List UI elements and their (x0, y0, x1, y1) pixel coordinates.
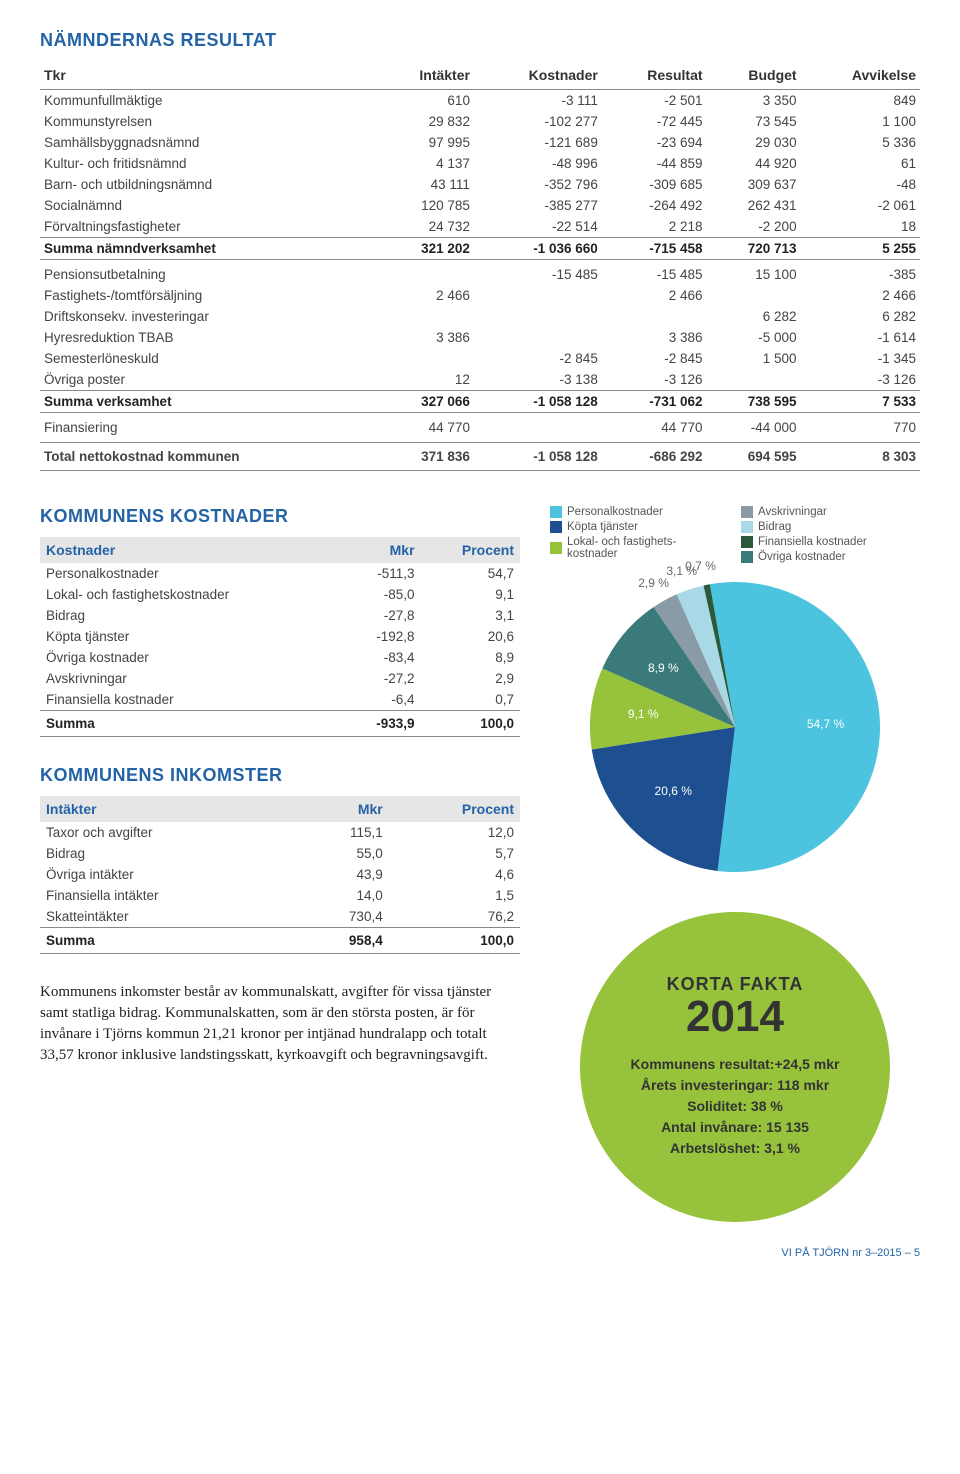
table-header: Tkr (40, 61, 377, 90)
table-row: Driftskonsekv. investeringar6 2826 282 (40, 306, 920, 327)
inkomster-body-text: Kommunens inkomster består av kommunalsk… (40, 982, 520, 1066)
legend-label: Avskrivningar (758, 506, 827, 518)
legend-item: Övriga kostnader (741, 551, 920, 563)
pie-legend: Personalkostnader Köpta tjänster Lokal- oc… (550, 506, 920, 566)
table-row: Finansiella kostnader-6,40,7 (40, 689, 520, 711)
pie-slice (710, 582, 880, 872)
table-header: Kostnader (474, 61, 602, 90)
legend-item: Lokal- och fastighets- kostnader (550, 536, 729, 560)
table-header: Procent (389, 796, 520, 822)
legend-swatch (550, 506, 562, 518)
fakta-line: Antal invånare: 15 135 (631, 1119, 840, 1135)
table-sum-row: Summa958,4100,0 (40, 928, 520, 954)
table-row: Kultur- och fritidsnämnd4 137-48 996-44 … (40, 153, 920, 174)
table-row: Personalkostnader-511,354,7 (40, 563, 520, 584)
legend-swatch (550, 542, 562, 554)
pie-slice-label: 20,6 % (655, 784, 692, 798)
legend-item: Bidrag (741, 521, 920, 533)
table-row: Övriga kostnader-83,48,9 (40, 647, 520, 668)
table-row: Samhällsbyggnadsnämnd97 995-121 689-23 6… (40, 132, 920, 153)
page-footer: VI PÅ TJÖRN nr 3–2015 – 5 (40, 1247, 920, 1259)
table-header: Resultat (602, 61, 707, 90)
table-row: Summa verksamhet327 066-1 058 128-731 06… (40, 391, 920, 413)
table-row: Finansiering44 77044 770-44 000770 (40, 413, 920, 443)
pie-slice-label: 8,9 % (648, 661, 679, 675)
legend-item: Finansiella kostnader (741, 536, 920, 548)
legend-label: Bidrag (758, 521, 791, 533)
legend-item: Personalkostnader (550, 506, 729, 518)
table-row: Köpta tjänster-192,820,6 (40, 626, 520, 647)
section-title-resultat: NÄMNDERNAS RESULTAT (40, 30, 920, 51)
table-header: Mkr (343, 537, 421, 563)
table-row: Bidrag-27,83,1 (40, 605, 520, 626)
table-header: Avvikelse (801, 61, 920, 90)
table-row: Hyresreduktion TBAB3 3863 386-5 000-1 61… (40, 327, 920, 348)
table-row: Lokal- och fastighetskostnader-85,09,1 (40, 584, 520, 605)
fakta-year: 2014 (686, 995, 784, 1039)
table-row: Pensionsutbetalning-15 485-15 48515 100-… (40, 260, 920, 286)
main-results-table: TkrIntäkterKostnaderResultatBudgetAvvike… (40, 61, 920, 471)
korta-fakta-circle: KORTA FAKTA 2014 Kommunens resultat:+24,… (580, 912, 890, 1222)
legend-swatch (741, 506, 753, 518)
table-row: Kommunstyrelsen29 832-102 277-72 44573 5… (40, 111, 920, 132)
legend-item: Avskrivningar (741, 506, 920, 518)
fakta-line: Årets investeringar: 118 mkr (631, 1077, 840, 1093)
table-header: Intäkter (40, 796, 295, 822)
table-row: Taxor och avgifter115,112,0 (40, 822, 520, 843)
inkomster-table: IntäkterMkrProcent Taxor och avgifter115… (40, 796, 520, 954)
kostnader-table: KostnaderMkrProcent Personalkostnader-51… (40, 537, 520, 737)
table-row: Semesterlöneskuld-2 845-2 8451 500-1 345 (40, 348, 920, 369)
table-header: Intäkter (377, 61, 474, 90)
legend-label: Övriga kostnader (758, 551, 846, 563)
table-row: Bidrag55,05,7 (40, 843, 520, 864)
table-row: Summa nämndverksamhet321 202-1 036 660-7… (40, 238, 920, 260)
table-row: Barn- och utbildningsnämnd43 111-352 796… (40, 174, 920, 195)
table-header: Budget (707, 61, 801, 90)
table-row: Övriga poster12-3 138-3 126-3 126 (40, 369, 920, 391)
table-row: Kommunfullmäktige610-3 111-2 5013 350849 (40, 90, 920, 112)
table-header: Kostnader (40, 537, 343, 563)
legend-swatch (741, 551, 753, 563)
table-row: Avskrivningar-27,22,9 (40, 668, 520, 689)
pie-slice-label: 2,9 % (638, 576, 669, 590)
table-row: Övriga intäkter43,94,6 (40, 864, 520, 885)
pie-slice-label: 0,7 % (685, 559, 716, 573)
fakta-line: Soliditet: 38 % (631, 1098, 840, 1114)
legend-swatch (741, 536, 753, 548)
legend-label: Finansiella kostnader (758, 536, 867, 548)
table-row: Skatteintäkter730,476,2 (40, 906, 520, 928)
pie-chart: 54,7 %20,6 %9,1 %8,9 %2,9 %3,1 %0,7 % (580, 572, 890, 882)
legend-swatch (741, 521, 753, 533)
section-title-inkomster: KOMMUNENS INKOMSTER (40, 765, 520, 786)
legend-label: Köpta tjänster (567, 521, 638, 533)
table-row: Fastighets-/tomtförsäljning2 4662 4662 4… (40, 285, 920, 306)
table-header: Mkr (295, 796, 389, 822)
legend-swatch (550, 521, 562, 533)
pie-slice-label: 9,1 % (628, 707, 659, 721)
table-row: Total nettokostnad kommunen371 836-1 058… (40, 443, 920, 471)
table-row: Förvaltningsfastigheter24 732-22 5142 21… (40, 216, 920, 238)
fakta-line: Arbetslöshet: 3,1 % (631, 1140, 840, 1156)
pie-slice-label: 54,7 % (807, 717, 844, 731)
table-row: Socialnämnd120 785-385 277-264 492262 43… (40, 195, 920, 216)
section-title-kostnader: KOMMUNENS KOSTNADER (40, 506, 520, 527)
legend-item: Köpta tjänster (550, 521, 729, 533)
fakta-line: Kommunens resultat:+24,5 mkr (631, 1056, 840, 1072)
table-header: Procent (421, 537, 520, 563)
table-sum-row: Summa-933,9100,0 (40, 711, 520, 737)
table-row: Finansiella intäkter14,01,5 (40, 885, 520, 906)
legend-label: Lokal- och fastighets- kostnader (567, 536, 676, 560)
legend-label: Personalkostnader (567, 506, 663, 518)
pie-slice (592, 727, 735, 871)
